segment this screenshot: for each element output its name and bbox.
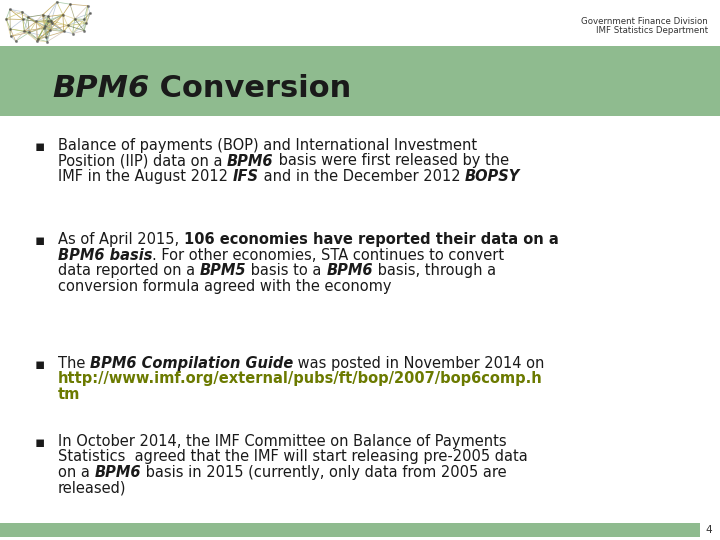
- Text: BPM6: BPM6: [52, 74, 149, 103]
- Text: . For other economies, STA continues to convert: . For other economies, STA continues to …: [153, 247, 505, 262]
- Text: IMF Statistics Department: IMF Statistics Department: [596, 26, 708, 35]
- Text: IMF in the August 2012: IMF in the August 2012: [58, 169, 233, 184]
- Text: Conversion: Conversion: [149, 74, 351, 103]
- Text: conversion formula agreed with the economy: conversion formula agreed with the econo…: [58, 279, 392, 294]
- Text: 4: 4: [706, 525, 712, 535]
- Text: 106 economies have reported their data on a: 106 economies have reported their data o…: [184, 232, 559, 247]
- Text: BPM6: BPM6: [94, 465, 141, 480]
- Text: BPM6: BPM6: [326, 263, 373, 278]
- Text: basis to a: basis to a: [246, 263, 326, 278]
- Text: basis, through a: basis, through a: [373, 263, 496, 278]
- Text: basis were first released by the: basis were first released by the: [274, 153, 509, 168]
- Text: BPM6 Compilation Guide: BPM6 Compilation Guide: [90, 356, 293, 371]
- Text: and in the December 2012: and in the December 2012: [258, 169, 465, 184]
- Text: Position (IIP) data on a: Position (IIP) data on a: [58, 153, 227, 168]
- Text: As of April 2015,: As of April 2015,: [58, 232, 184, 247]
- Text: ▪: ▪: [35, 435, 45, 450]
- Text: Balance of payments (BOP) and International Investment: Balance of payments (BOP) and Internatio…: [58, 138, 477, 153]
- Text: BOPSY: BOPSY: [465, 169, 521, 184]
- Text: ▪: ▪: [35, 233, 45, 248]
- Text: BPM6: BPM6: [227, 153, 274, 168]
- Bar: [0, 46, 720, 116]
- Bar: [0, 523, 700, 537]
- Text: IFS: IFS: [233, 169, 258, 184]
- Text: http://www.imf.org/external/pubs/ft/bop/2007/bop6comp.h: http://www.imf.org/external/pubs/ft/bop/…: [58, 372, 543, 387]
- Text: The: The: [58, 356, 90, 371]
- Text: basis in 2015 (currently, only data from 2005 are: basis in 2015 (currently, only data from…: [141, 465, 507, 480]
- Text: released): released): [58, 481, 127, 496]
- Text: ▪: ▪: [35, 139, 45, 154]
- Text: In October 2014, the IMF Committee on Balance of Payments: In October 2014, the IMF Committee on Ba…: [58, 434, 507, 449]
- Text: BPM6 basis: BPM6 basis: [58, 247, 153, 262]
- Text: data reported on a: data reported on a: [58, 263, 199, 278]
- Text: on a: on a: [58, 465, 94, 480]
- Text: BPM5: BPM5: [199, 263, 246, 278]
- Text: ▪: ▪: [35, 357, 45, 372]
- Text: Statistics  agreed that the IMF will start releasing pre-2005 data: Statistics agreed that the IMF will star…: [58, 449, 528, 464]
- Text: was posted in November 2014 on: was posted in November 2014 on: [293, 356, 544, 371]
- Text: Government Finance Division: Government Finance Division: [581, 17, 708, 26]
- Text: tm: tm: [58, 387, 81, 402]
